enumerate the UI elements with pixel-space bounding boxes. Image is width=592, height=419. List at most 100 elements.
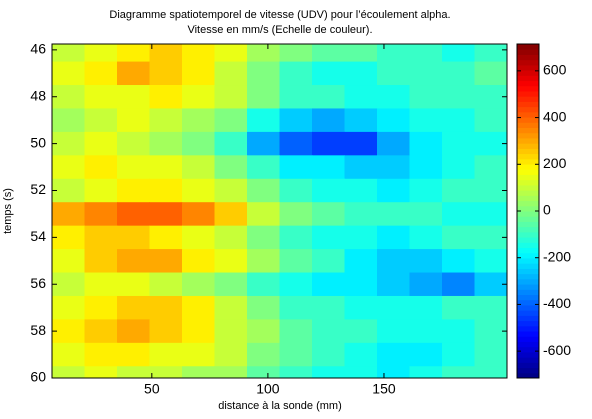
colorbar-segment [517, 75, 539, 82]
x-axis-label: distance à la sonde (mm) [218, 400, 342, 412]
cell [312, 319, 345, 344]
x-tick-label: 150 [372, 381, 396, 397]
cell [442, 85, 475, 109]
cell [214, 155, 248, 180]
colorbar-segment [517, 190, 539, 196]
cell [409, 61, 443, 86]
colorbar-tick-label: 200 [543, 155, 567, 171]
cell [377, 249, 410, 274]
y-tick-label: 52 [30, 181, 46, 197]
cell [474, 202, 507, 227]
cell [442, 366, 475, 378]
cell [474, 85, 507, 109]
cell [377, 61, 410, 86]
cell [52, 272, 85, 297]
cell [474, 295, 507, 320]
cell [52, 319, 85, 344]
cell [279, 44, 313, 63]
cell [247, 85, 280, 109]
y-tick-label: 56 [30, 275, 46, 291]
cell [377, 295, 410, 320]
cell [84, 272, 118, 297]
colorbar-segment [517, 85, 539, 92]
cell [84, 108, 118, 133]
y-tick-label: 46 [30, 41, 46, 57]
cell [52, 178, 85, 203]
cell [149, 155, 183, 180]
cell [344, 178, 378, 203]
cell [182, 272, 215, 297]
cell [117, 272, 150, 297]
cell [474, 155, 507, 180]
colorbar-segment [517, 310, 539, 316]
cell [377, 131, 410, 156]
colorbar-segment [517, 117, 539, 123]
colorbar-tick-label: 0 [543, 202, 551, 218]
cell [377, 225, 410, 250]
colorbar-segment [517, 252, 539, 259]
cell [117, 155, 150, 180]
cell [247, 44, 280, 63]
cell [312, 342, 345, 367]
cell [84, 249, 118, 274]
cell [117, 342, 150, 367]
cell [117, 131, 150, 156]
cell [117, 44, 150, 63]
y-tick-label: 54 [30, 228, 46, 244]
cell [279, 85, 313, 109]
colorbar-segment [517, 247, 539, 254]
cell [312, 202, 345, 227]
cell [442, 272, 475, 297]
cell [409, 342, 443, 367]
cell [117, 249, 150, 274]
cell [344, 85, 378, 109]
cell [377, 155, 410, 180]
cell [474, 342, 507, 367]
cell [442, 249, 475, 274]
cell [182, 44, 215, 63]
cell [84, 85, 118, 109]
cell [344, 61, 378, 86]
cell [149, 44, 183, 63]
colorbar-segment [517, 242, 539, 249]
cell [442, 61, 475, 86]
cell [214, 295, 248, 320]
colorbar-segment [517, 137, 539, 144]
cell [117, 178, 150, 203]
colorbar-segment [517, 211, 539, 217]
cell [84, 44, 118, 63]
cell [344, 342, 378, 367]
cell [344, 366, 378, 378]
colorbar-segment [517, 106, 539, 113]
cell [247, 61, 280, 86]
cell [474, 272, 507, 297]
cell [442, 155, 475, 180]
cell [312, 155, 345, 180]
colorbar-segment [517, 299, 539, 306]
colorbar-segment [517, 268, 539, 275]
cell [344, 155, 378, 180]
cell [442, 108, 475, 133]
cell [279, 178, 313, 203]
y-tick-label: 48 [30, 87, 46, 103]
cell [149, 85, 183, 109]
cell [182, 178, 215, 203]
cell [409, 202, 443, 227]
cell [247, 342, 280, 367]
cell [377, 366, 410, 378]
cell [84, 131, 118, 156]
cell [182, 295, 215, 320]
cell [279, 272, 313, 297]
y-tick-label: 50 [30, 134, 46, 150]
colorbar-segment [517, 174, 539, 181]
colorbar-segment [517, 221, 539, 228]
cell [312, 249, 345, 274]
colorbar-segment [517, 153, 539, 160]
colorbar-segment [517, 111, 539, 118]
colorbar-segment [517, 205, 539, 212]
cell [214, 342, 248, 367]
colorbar-segment [517, 336, 539, 342]
cell [52, 131, 85, 156]
cell [182, 131, 215, 156]
